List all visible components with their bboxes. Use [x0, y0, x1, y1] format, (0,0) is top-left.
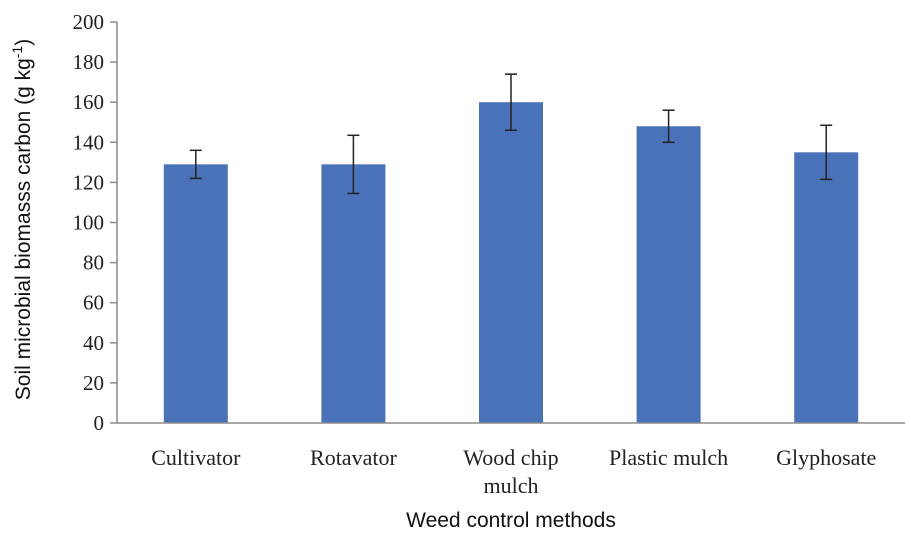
x-category-label: mulch: [484, 473, 539, 498]
x-category-label: Cultivator: [151, 445, 241, 470]
y-tick-label: 60: [83, 291, 104, 315]
y-tick-label: 80: [83, 251, 104, 275]
y-tick-label: 160: [73, 90, 105, 114]
bar: [636, 126, 701, 423]
y-axis-title-close: ): [12, 39, 35, 46]
x-category-label: Glyphosate: [776, 445, 876, 470]
bar: [163, 164, 228, 424]
y-tick-label: 200: [73, 10, 105, 34]
y-axis-title: Soil microbial biomasss carbon (g kg-1): [9, 39, 35, 400]
y-axis-ticks: 0 20 40 60 80 100 120 140 160 180 200: [73, 10, 117, 435]
y-tick-label: 180: [73, 50, 105, 74]
x-axis-title: Weed control methods: [406, 509, 616, 532]
bar: [479, 102, 543, 423]
y-tick-label: 40: [83, 331, 104, 355]
x-category-label: Wood chip: [463, 445, 558, 470]
x-axis-labels: Cultivator Rotavator Wood chip mulch Plastic…: [151, 445, 876, 498]
bars: [163, 102, 859, 424]
y-tick-label: 100: [73, 211, 105, 235]
y-tick-label: 140: [73, 130, 105, 154]
y-tick-label: 20: [83, 371, 104, 395]
y-tick-label: 0: [94, 411, 105, 435]
x-category-label: Rotavator: [310, 445, 397, 470]
y-tick-label: 120: [73, 170, 105, 194]
error-bars: [189, 73, 833, 195]
bar: [794, 152, 859, 423]
x-category-label: Plastic mulch: [609, 445, 728, 470]
y-axis-title-main: Soil microbial biomasss carbon (g kg: [12, 58, 35, 400]
y-axis-title-superscript: -1: [9, 46, 25, 59]
bar: [321, 164, 386, 424]
